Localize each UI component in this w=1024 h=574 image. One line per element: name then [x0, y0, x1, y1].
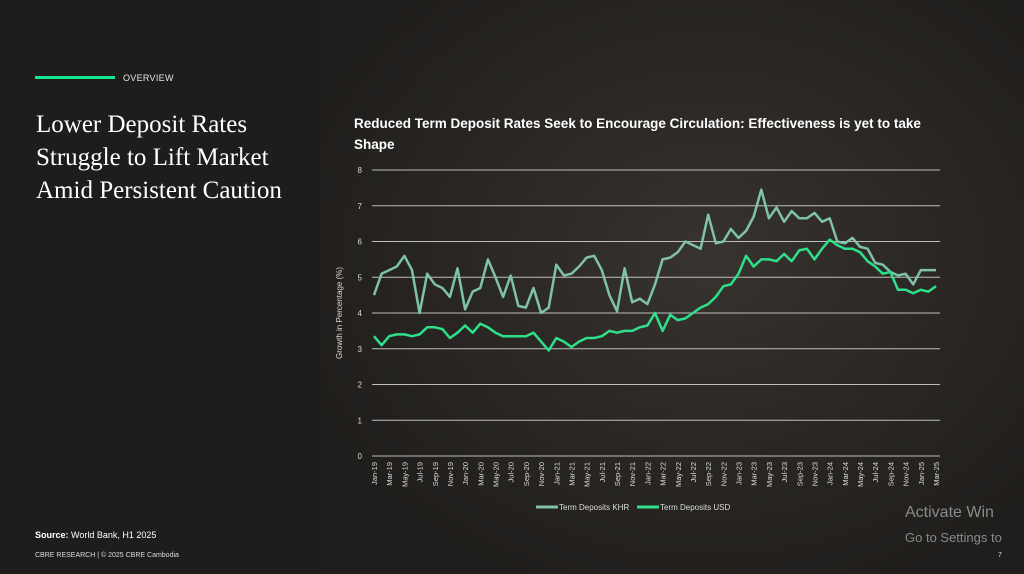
- chart-title: Reduced Term Deposit Rates Seek to Encou…: [354, 116, 921, 152]
- x-tick-label: Nov-21: [628, 462, 637, 486]
- page-number: 7: [998, 552, 1002, 559]
- x-tick-label: Nov-19: [446, 462, 455, 486]
- y-tick-label: 4: [358, 309, 363, 318]
- x-tick-label: May-22: [674, 462, 683, 487]
- x-tick-label: May-24: [856, 462, 865, 487]
- x-tick-label: Nov-24: [902, 462, 911, 486]
- y-axis-label: Growth in Percentage (%): [335, 267, 344, 359]
- x-tick-label: Mar-19: [385, 462, 394, 486]
- legend-label: Term Deposits USD: [660, 503, 730, 512]
- x-tick-label: Mar-24: [841, 462, 850, 486]
- x-tick-label: Jan-22: [643, 462, 652, 485]
- x-tick-label: Mar-23: [750, 462, 759, 486]
- x-tick-label: Jul-20: [507, 462, 516, 482]
- legend-label: Term Deposits KHR: [559, 503, 629, 512]
- activation-watermark: Activate Win: [905, 504, 994, 521]
- section-label: OVERVIEW: [123, 73, 174, 83]
- x-tick-label: Sep-23: [795, 462, 804, 486]
- x-tick-label: Jan-24: [826, 462, 835, 485]
- x-tick-label: May-23: [765, 462, 774, 487]
- headline: Lower Deposit Rates Struggle to Lift Mar…: [36, 111, 282, 204]
- x-tick-label: May-19: [400, 462, 409, 487]
- background-image: [320, 0, 1024, 574]
- activation-watermark-sub: Go to Settings to: [905, 530, 1002, 545]
- x-tick-label: Jan-20: [461, 462, 470, 485]
- y-tick-label: 7: [358, 202, 363, 211]
- x-tick-label: Nov-20: [537, 462, 546, 486]
- x-tick-label: Nov-22: [719, 462, 728, 486]
- y-tick-label: 8: [358, 166, 363, 175]
- source-note: Source: World Bank, H1 2025: [35, 530, 156, 540]
- x-tick-label: Jan-23: [735, 462, 744, 485]
- y-tick-label: 5: [358, 273, 363, 282]
- x-tick-label: Mar-20: [476, 462, 485, 486]
- x-tick-label: Sep-24: [886, 462, 895, 486]
- y-tick-label: 2: [358, 381, 363, 390]
- source-text: World Bank, H1 2025: [71, 530, 157, 540]
- x-tick-label: Sep-21: [613, 462, 622, 486]
- x-tick-label: Mar-22: [659, 462, 668, 486]
- series-line-usd: [373, 238, 937, 352]
- x-tick-label: Jan-19: [370, 462, 379, 485]
- x-tick-label: Jul-22: [689, 462, 698, 482]
- x-tick-label: Sep-22: [704, 462, 713, 486]
- y-tick-label: 3: [358, 345, 363, 354]
- x-tick-label: May-21: [583, 462, 592, 487]
- x-tick-label: May-20: [492, 462, 501, 487]
- x-tick-label: Jul-21: [598, 462, 607, 482]
- series-line-khr: [372, 188, 936, 315]
- x-tick-label: Jul-19: [416, 462, 425, 482]
- x-tick-label: Jan-21: [552, 462, 561, 485]
- y-tick-label: 1: [358, 416, 363, 425]
- x-tick-label: Jul-24: [871, 462, 880, 482]
- x-tick-label: Nov-23: [810, 462, 819, 486]
- y-tick-label: 6: [358, 238, 363, 247]
- accent-rule: [35, 76, 115, 79]
- footer-text: CBRE RESEARCH | © 2025 CBRE Cambodia: [35, 552, 179, 559]
- x-tick-label: Mar-25: [932, 462, 941, 486]
- source-label: Source:: [35, 530, 69, 540]
- y-tick-label: 0: [358, 452, 363, 461]
- x-tick-label: Jan-25: [917, 462, 926, 485]
- x-tick-label: Jul-23: [780, 462, 789, 482]
- x-tick-label: Mar-21: [567, 462, 576, 486]
- x-tick-label: Sep-20: [522, 462, 531, 486]
- x-tick-label: Sep-19: [431, 462, 440, 486]
